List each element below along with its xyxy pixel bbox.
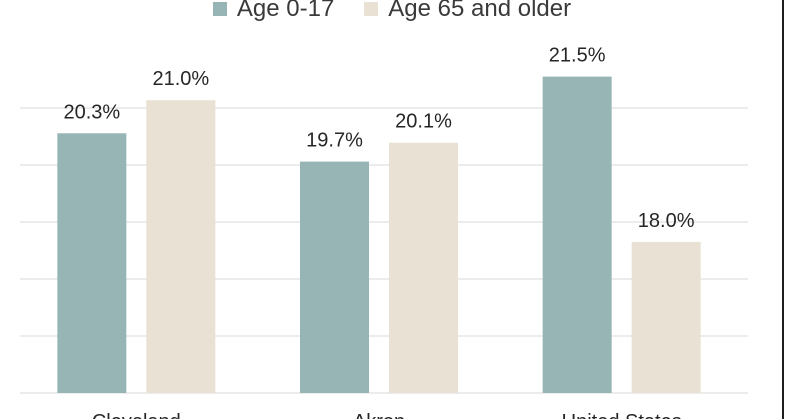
data-label: 20.1%	[395, 111, 452, 133]
bar-cleveland-series-1	[146, 100, 216, 393]
bar-akron-series-0	[300, 161, 369, 393]
data-label: 18.0%	[638, 210, 695, 232]
legend-item-age-0-17: Age 0-17	[212, 0, 335, 23]
bar-akron-series-1	[389, 142, 458, 393]
legend-item-age-65-older: Age 65 and older	[364, 0, 571, 23]
category-label: Cleveland	[92, 411, 181, 419]
data-label: 20.3%	[63, 101, 120, 123]
data-label: 21.5%	[549, 45, 606, 67]
category-label: United States	[562, 411, 682, 419]
legend-swatch-age-0-17	[212, 2, 227, 16]
bar-cleveland-series-0	[57, 133, 127, 393]
bar-united-states-series-0	[542, 76, 612, 393]
legend-label-age-65-older: Age 65 and older	[388, 0, 572, 22]
category-label: Akron	[353, 411, 405, 419]
data-label: 21.0%	[152, 68, 209, 90]
legend-label-age-0-17: Age 0-17	[236, 0, 335, 22]
data-label: 19.7%	[306, 130, 363, 152]
legend: Age 0-17 Age 65 and older	[0, 0, 784, 24]
bar-united-states-series-1	[631, 241, 701, 393]
legend-swatch-age-65-older	[364, 2, 379, 16]
